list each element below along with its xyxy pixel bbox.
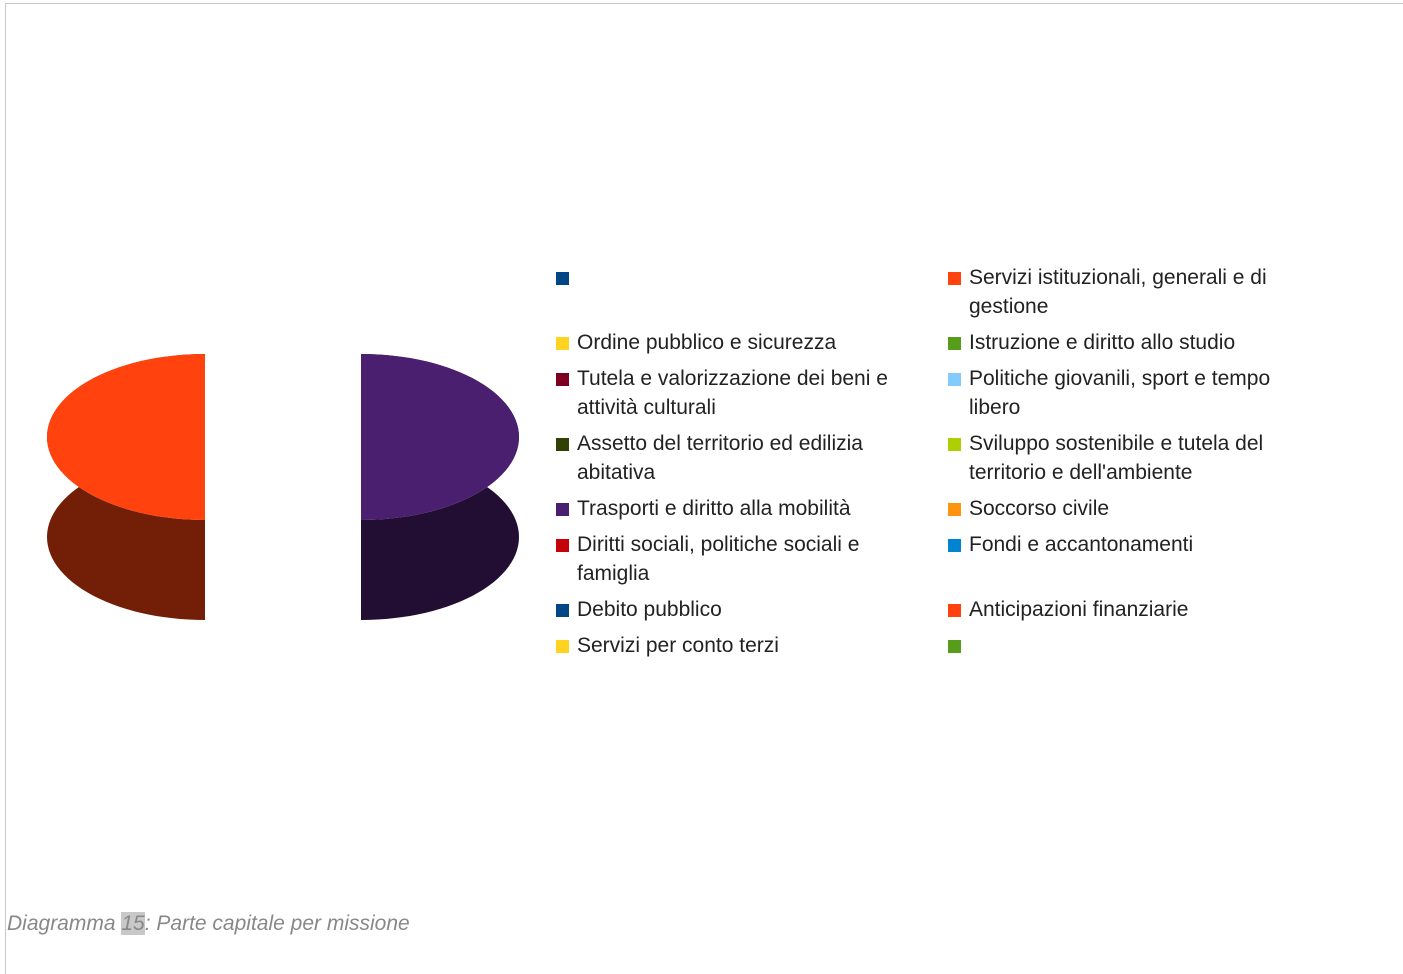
legend-item: Diritti sociali, politiche sociali e fam… — [556, 530, 948, 588]
legend-swatch — [948, 272, 961, 285]
frame — [5, 3, 1403, 974]
slice — [47, 354, 205, 520]
legend-item — [948, 631, 1388, 660]
legend-item: Ordine pubblico e sicurezza — [556, 328, 948, 357]
legend-swatch — [556, 337, 569, 350]
legend-item: Servizi per conto terzi — [556, 631, 948, 660]
legend-swatch — [948, 373, 961, 386]
legend-item: Tutela e valorizzazione dei beni e attiv… — [556, 364, 948, 422]
legend-label: Tutela e valorizzazione dei beni e attiv… — [577, 367, 888, 419]
legend-swatch — [948, 503, 961, 516]
legend-label: Ordine pubblico e sicurezza — [577, 331, 837, 354]
caption-number: 15 — [121, 912, 145, 935]
legend-swatch — [948, 337, 961, 350]
legend-item: Soccorso civile — [948, 494, 1388, 523]
legend-item: Anticipazioni finanziarie — [948, 595, 1388, 624]
legend-item: Politiche giovanili, sport e tempo liber… — [948, 364, 1388, 422]
legend-label: Anticipazioni finanziarie — [969, 598, 1189, 621]
legend-label: Soccorso civile — [969, 497, 1110, 520]
legend-swatch — [556, 438, 569, 451]
legend-swatch — [556, 272, 569, 285]
legend-swatch — [948, 640, 961, 653]
legend-item: Servizi istituzionali, generali e di ges… — [948, 263, 1388, 321]
legend-label: Diritti sociali, politiche sociali e fam… — [577, 533, 860, 585]
legend-swatch — [556, 604, 569, 617]
legend-label: Fondi e accantonamenti — [969, 533, 1194, 556]
legend-item: Fondi e accantonamenti — [948, 530, 1388, 588]
legend-swatch — [556, 373, 569, 386]
legend-item: Trasporti e diritto alla mobilità — [556, 494, 948, 523]
legend-label: Assetto del territorio ed edilizia abita… — [577, 432, 863, 484]
legend-label: Debito pubblico — [577, 598, 722, 621]
caption-text: : Parte capitale per missione — [144, 912, 410, 935]
legend-label: Politiche giovanili, sport e tempo liber… — [969, 367, 1271, 419]
legend: Servizi istituzionali, generali e di ges… — [556, 263, 1388, 660]
caption: Diagramma 15: Parte capitale per mission… — [7, 912, 410, 936]
legend-swatch — [948, 539, 961, 552]
legend-item — [556, 263, 948, 321]
legend-swatch — [556, 503, 569, 516]
legend-swatch — [556, 539, 569, 552]
legend-item: Debito pubblico — [556, 595, 948, 624]
legend-swatch — [948, 438, 961, 451]
legend-label: Servizi istituzionali, generali e di ges… — [969, 266, 1267, 318]
legend-label: Istruzione e diritto allo studio — [969, 331, 1236, 354]
slice — [361, 354, 519, 520]
legend-swatch — [948, 604, 961, 617]
legend-item: Assetto del territorio ed edilizia abita… — [556, 429, 948, 487]
legend-label: Servizi per conto terzi — [577, 634, 779, 657]
caption-prefix: Diagramma — [7, 912, 116, 935]
legend-item: Sviluppo sostenibile e tutela del territ… — [948, 429, 1388, 487]
legend-swatch — [556, 640, 569, 653]
legend-label: Trasporti e diritto alla mobilità — [577, 497, 851, 520]
legend-label: Sviluppo sostenibile e tutela del territ… — [969, 432, 1264, 484]
legend-item: Istruzione e diritto allo studio — [948, 328, 1388, 357]
